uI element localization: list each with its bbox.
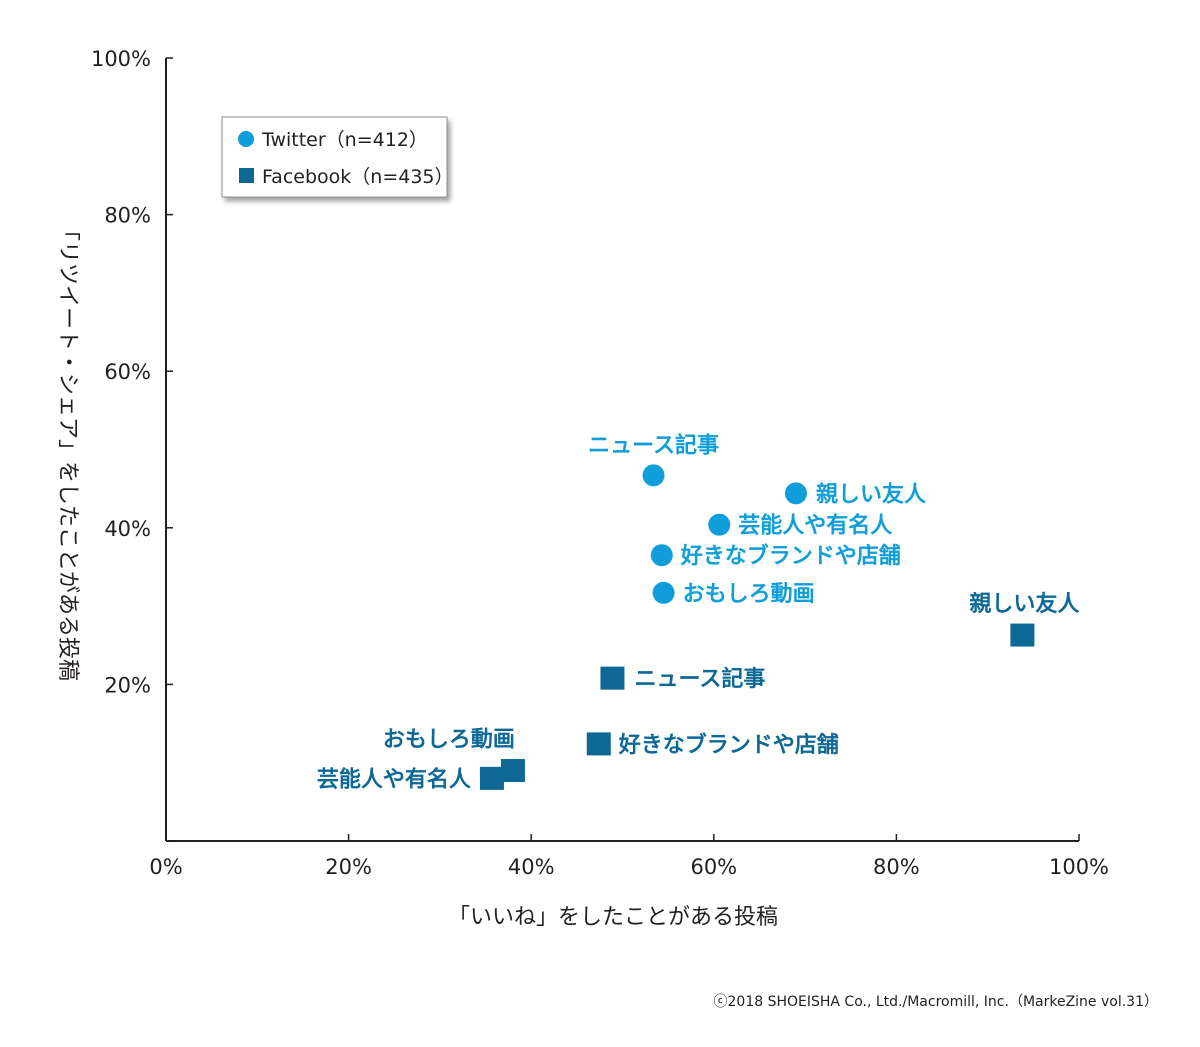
facebook-point-3-label: 好きなブランドや店舗: [618, 732, 839, 758]
legend-facebook-label: Facebook（n=435）: [262, 166, 454, 188]
y-tick-label: 60%: [104, 360, 151, 384]
twitter-point-4-label: 好きなブランドや店舗: [680, 543, 901, 569]
twitter-point-2: [784, 482, 807, 505]
facebook-point-1: [1010, 623, 1035, 647]
twitter-point-5-label: おもしろ動画: [683, 582, 815, 607]
x-tick-label: 40%: [508, 855, 555, 879]
facebook-point-5-label: 芸能人や有名人: [317, 766, 471, 792]
twitter-point-4: [650, 544, 673, 567]
x-tick-label: 80%: [873, 855, 920, 879]
y-tick-label: 20%: [104, 673, 151, 697]
facebook-point-3: [586, 732, 611, 756]
twitter-point-3-label: 芸能人や有名人: [738, 513, 892, 539]
x-tick-label: 60%: [690, 855, 737, 879]
x-axis-title: 「いいね」をしたことがある投稿: [448, 905, 778, 930]
y-tick-label: 40%: [104, 517, 151, 541]
y-tick-label: 80%: [104, 204, 151, 228]
twitter-point-1: [642, 464, 665, 487]
x-tick-label: 20%: [325, 855, 372, 879]
y-tick-label: 100%: [91, 47, 151, 71]
y-axis-title: 「リツイート・シェア」をしたことがある投稿: [55, 219, 80, 681]
x-tick-label: 100%: [1049, 855, 1109, 879]
facebook-point-5: [479, 766, 504, 790]
facebook-point-2-label: ニュース記事: [634, 666, 765, 692]
twitter-point-2-label: 親しい友人: [816, 482, 926, 507]
twitter-point-5: [652, 581, 675, 604]
data-points: [479, 464, 1035, 790]
twitter-point-3: [708, 513, 731, 536]
x-tick-label: 0%: [149, 855, 182, 879]
twitter-point-1-label: ニュース記事: [588, 432, 719, 458]
copyright-notice: ⓒ2018 SHOEISHA Co., Ltd./Macromill, Inc.…: [714, 994, 1159, 1010]
axes: [165, 57, 1080, 842]
legend-box: [221, 116, 448, 198]
facebook-point-4-label: おもしろ動画: [383, 728, 515, 753]
tick-labels: 0% 20% 40% 60% 80% 100% 20% 40% 60% 80% 100%: [91, 47, 1109, 879]
facebook-point-1-label: 親しい友人: [969, 592, 1079, 617]
legend-facebook-marker: [239, 168, 254, 183]
legend: Twitter（n=412） Facebook（n=435）: [221, 116, 454, 198]
legend-twitter-label: Twitter（n=412）: [261, 129, 428, 151]
facebook-point-4: [500, 759, 525, 783]
legend-twitter-marker: [238, 131, 254, 147]
facebook-point-2: [600, 666, 625, 690]
